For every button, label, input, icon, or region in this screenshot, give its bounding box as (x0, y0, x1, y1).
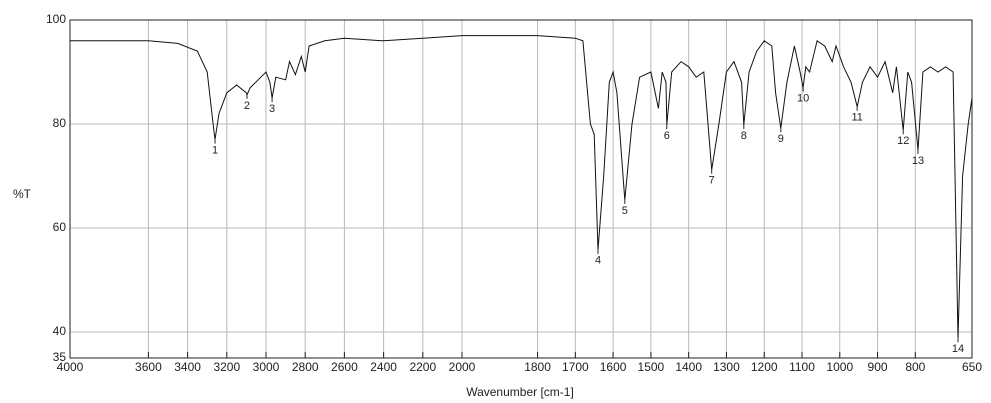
x-tick-label: 1700 (562, 360, 589, 374)
y-tick-label: 35 (53, 350, 67, 364)
x-tick-label: 900 (868, 360, 888, 374)
peak-label: 2 (244, 100, 250, 112)
y-tick-label: 80 (53, 116, 67, 130)
x-tick-label: 2400 (370, 360, 397, 374)
peak-label: 12 (897, 135, 909, 147)
peak-label: 1 (212, 145, 218, 157)
y-tick-label: 60 (53, 220, 67, 234)
peak-label: 7 (709, 175, 715, 187)
x-tick-label: 1100 (789, 360, 815, 374)
y-tick-label: 40 (53, 324, 67, 338)
peak-label: 11 (851, 112, 862, 124)
x-axis-label: Wavenumber [cm-1] (466, 385, 574, 399)
x-tick-label: 1800 (524, 360, 551, 374)
x-tick-label: 2800 (292, 360, 319, 374)
x-tick-label: 800 (905, 360, 925, 374)
peak-label: 9 (778, 133, 784, 145)
x-tick-label: 1300 (713, 360, 740, 374)
y-axis-label: %T (13, 187, 32, 201)
x-tick-label: 2000 (449, 360, 476, 374)
y-tick-label: 100 (46, 12, 66, 26)
peak-label: 5 (622, 205, 628, 217)
peak-label: 6 (664, 130, 670, 142)
plot-frame (69, 19, 973, 359)
peak-label: 14 (952, 343, 964, 355)
x-tick-label: 2600 (331, 360, 358, 374)
x-tick-label: 2200 (409, 360, 436, 374)
peak-label: 4 (595, 255, 601, 267)
peak-label: 10 (797, 93, 809, 105)
peak-label: 13 (912, 155, 924, 167)
x-tick-label: 4000 (57, 360, 84, 374)
x-tick-label: 1600 (600, 360, 627, 374)
x-tick-label: 3400 (174, 360, 201, 374)
peak-label: 3 (269, 103, 275, 115)
peak-label: 8 (741, 130, 747, 142)
x-tick-label: 1200 (751, 360, 778, 374)
x-tick-label: 650 (962, 360, 982, 374)
x-tick-label: 3000 (253, 360, 280, 374)
x-tick-label: 1000 (826, 360, 853, 374)
x-tick-label: 1500 (638, 360, 665, 374)
x-tick-label: 1400 (675, 360, 702, 374)
x-tick-label: 3600 (135, 360, 162, 374)
x-tick-label: 3200 (213, 360, 240, 374)
spectrum-line (70, 35, 973, 339)
